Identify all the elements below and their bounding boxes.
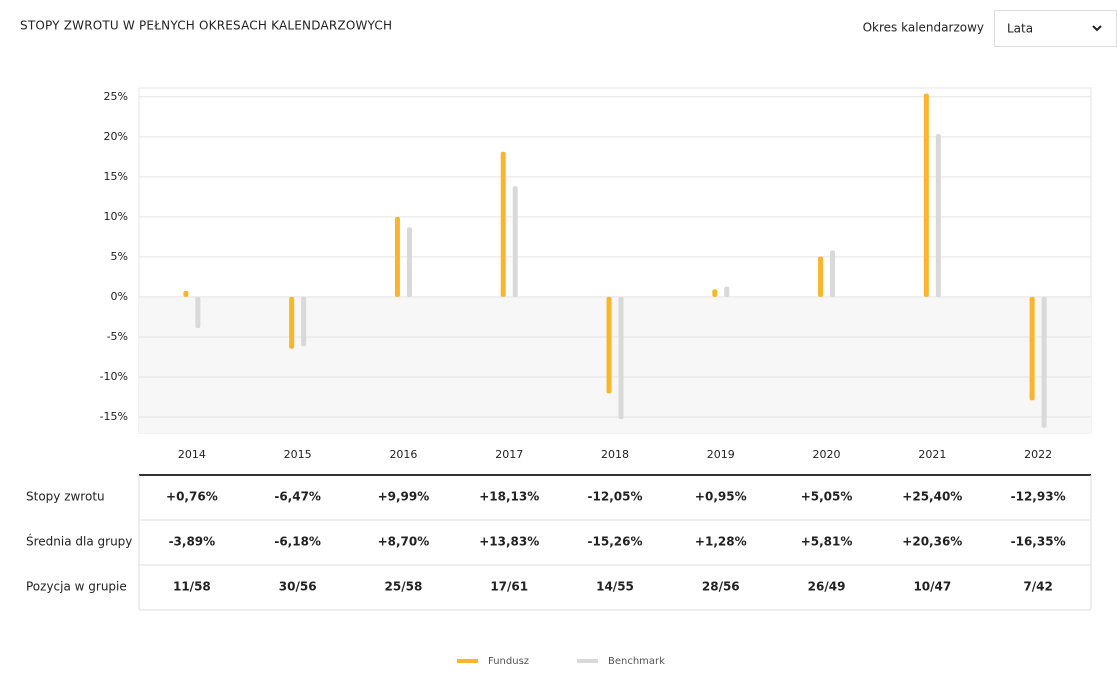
bar [1029, 296, 1035, 401]
table-cell: 14/55 [596, 580, 634, 594]
table-cell: 30/56 [279, 580, 317, 594]
legend-label: Benchmark [608, 656, 665, 667]
y-tick-label: 10% [104, 210, 128, 223]
bar [1041, 296, 1047, 428]
x-tick-label: 2017 [495, 448, 523, 461]
row-label: Stopy zwrotu [26, 490, 105, 504]
x-tick-label: 2015 [284, 448, 312, 461]
table-cell: -12,93% [1011, 490, 1066, 504]
bar [935, 133, 941, 297]
table-cell: +18,13% [479, 490, 539, 504]
y-tick-label: 5% [111, 250, 128, 263]
table-cell: 17/61 [490, 580, 528, 594]
table-cell: -12,05% [588, 490, 643, 504]
x-tick-label: 2019 [707, 448, 735, 461]
y-tick-label: 15% [104, 170, 128, 183]
table-cell: +13,83% [479, 535, 539, 549]
bar [724, 286, 730, 297]
x-tick-label: 2022 [1024, 448, 1052, 461]
period-label: Okres kalendarzowy [863, 21, 984, 35]
table-cell: 11/58 [173, 580, 211, 594]
y-tick-label: -15% [100, 410, 128, 423]
x-tick-label: 2021 [918, 448, 946, 461]
table-cell: 7/42 [1023, 580, 1052, 594]
table-cell: 26/49 [808, 580, 846, 594]
select-value[interactable]: Lata [1007, 22, 1033, 36]
bar [923, 93, 929, 297]
table-cell: +25,40% [902, 490, 962, 504]
select-arrow[interactable] [1092, 25, 1102, 32]
y-tick-label: 20% [104, 130, 128, 143]
bar [830, 250, 836, 297]
y-tick-label: 0% [111, 290, 128, 303]
row-label: Średnia dla grupy [26, 534, 132, 549]
table-cell: +0,76% [166, 490, 218, 504]
negative-zone [139, 296, 1091, 433]
page-title: STOPY ZWROTU W PEŁNYCH OKRESACH KALENDAR… [20, 19, 392, 33]
bar [512, 186, 518, 297]
table-cell: -15,26% [588, 535, 643, 549]
bar [618, 296, 624, 420]
bar [183, 290, 189, 297]
legend-label: Fundusz [488, 656, 529, 667]
bar [606, 296, 612, 394]
table-cell: -3,89% [169, 535, 216, 549]
table-cell: +5,81% [801, 535, 853, 549]
table-cell: 25/58 [385, 580, 423, 594]
table-cell: +8,70% [378, 535, 430, 549]
bar [301, 296, 307, 347]
y-tick-label: 25% [104, 90, 128, 103]
bar [195, 296, 201, 329]
x-tick-label: 2018 [601, 448, 629, 461]
y-tick-label: -5% [107, 330, 128, 343]
bar [712, 289, 718, 297]
table-cell: +20,36% [902, 535, 962, 549]
table-cell: -6,47% [274, 490, 321, 504]
x-tick-label: 2020 [813, 448, 841, 461]
table-cell: +1,28% [695, 535, 747, 549]
table-cell: 10/47 [913, 580, 951, 594]
bar [394, 216, 400, 297]
table-cell: -6,18% [274, 535, 321, 549]
period-select[interactable]: Lata [994, 10, 1117, 47]
x-tick-label: 2016 [389, 448, 417, 461]
bar [406, 227, 412, 297]
row-label: Pozycja w grupie [26, 580, 127, 594]
table-cell: +5,05% [801, 490, 853, 504]
bar [500, 151, 506, 297]
table-cell: +9,99% [378, 490, 430, 504]
table-cell: -16,35% [1011, 535, 1066, 549]
table-cell: +0,95% [695, 490, 747, 504]
table-cell: 28/56 [702, 580, 740, 594]
x-tick-label: 2014 [178, 448, 206, 461]
bar [818, 256, 824, 297]
bar [289, 296, 295, 349]
y-tick-label: -10% [100, 370, 128, 383]
